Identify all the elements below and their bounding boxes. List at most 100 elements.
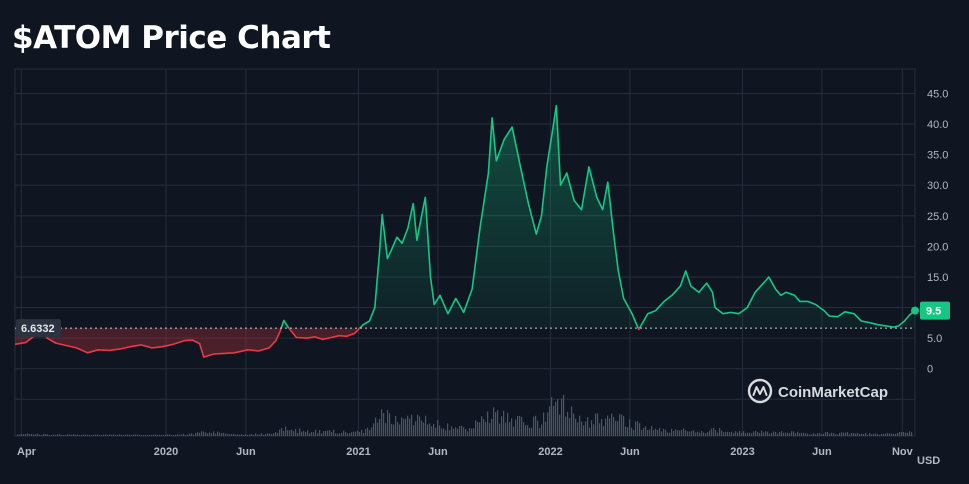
volume-bar <box>603 426 605 436</box>
volume-bar <box>625 426 627 436</box>
volume-bar <box>619 414 621 436</box>
volume-bar <box>569 418 571 436</box>
volume-bar <box>85 434 87 436</box>
volume-bars <box>17 394 913 436</box>
volume-bar <box>487 411 489 436</box>
volume-bar <box>849 434 851 436</box>
volume-bar <box>515 419 517 436</box>
volume-bar <box>887 433 889 436</box>
volume-bar <box>585 421 587 436</box>
volume-bar <box>591 420 593 436</box>
volume-bar <box>133 434 135 436</box>
volume-bar <box>571 406 573 436</box>
volume-bar <box>453 428 455 436</box>
volume-bar <box>217 431 219 436</box>
volume-bar <box>261 433 263 436</box>
volume-bar <box>537 420 539 436</box>
volume-bar <box>559 414 561 436</box>
volume-bar <box>427 424 429 436</box>
volume-bar <box>759 433 761 436</box>
volume-bar <box>377 422 379 436</box>
volume-bar <box>765 431 767 436</box>
volume-bar <box>637 421 639 436</box>
volume-bar <box>817 433 819 436</box>
volume-bar <box>909 431 911 436</box>
volume-bar <box>469 428 471 436</box>
volume-bar <box>551 397 553 436</box>
volume-bar <box>907 432 909 436</box>
volume-bar <box>237 434 239 436</box>
volume-bar <box>459 425 461 436</box>
volume-bar <box>911 432 913 436</box>
volume-bar <box>53 434 55 436</box>
volume-bar <box>857 432 859 436</box>
volume-bar <box>827 432 829 436</box>
volume-bar <box>669 432 671 436</box>
volume-bar <box>169 434 171 436</box>
volume-bar <box>27 433 29 436</box>
volume-bar <box>75 434 77 436</box>
volume-bar <box>675 429 677 436</box>
volume-bar <box>423 422 425 436</box>
chart-title: $ATOM Price Chart <box>12 20 331 56</box>
volume-bar <box>539 428 541 436</box>
volume-bar <box>457 428 459 436</box>
volume-bar <box>867 434 869 436</box>
volume-bar <box>855 433 857 436</box>
volume-bar <box>135 434 137 436</box>
volume-bar <box>501 416 503 436</box>
volume-bar <box>703 432 705 436</box>
volume-bar <box>187 434 189 436</box>
volume-bar <box>69 434 71 436</box>
volume-bar <box>521 416 523 436</box>
volume-bar <box>757 431 759 436</box>
volume-bar <box>657 430 659 436</box>
volume-bar <box>419 416 421 436</box>
volume-bar <box>463 427 465 436</box>
volume-bar <box>597 413 599 436</box>
volume-bar <box>121 434 123 436</box>
y-tick-label: 45.0 <box>927 88 948 100</box>
volume-bar <box>771 432 773 436</box>
volume-bar <box>347 433 349 436</box>
volume-bar <box>215 433 217 436</box>
volume-bar <box>421 420 423 436</box>
volume-bar <box>715 429 717 436</box>
volume-bar <box>821 434 823 436</box>
volume-bar <box>163 434 165 436</box>
price-area <box>15 105 915 358</box>
volume-bar <box>823 433 825 436</box>
volume-bar <box>869 433 871 436</box>
volume-bar <box>77 434 79 436</box>
volume-bar <box>39 434 41 436</box>
volume-bar <box>899 431 901 436</box>
volume-bar <box>617 421 619 436</box>
volume-bar <box>123 435 125 436</box>
volume-bar <box>667 432 669 436</box>
volume-bar <box>433 424 435 436</box>
x-tick-label: Apr <box>17 446 37 458</box>
volume-bar <box>213 431 215 436</box>
volume-bar <box>691 431 693 436</box>
volume-bar <box>61 435 63 436</box>
volume-bar <box>105 434 107 436</box>
volume-bar <box>385 423 387 436</box>
volume-bar <box>57 434 59 436</box>
volume-bar <box>265 433 267 436</box>
volume-bar <box>89 435 91 436</box>
volume-bar <box>533 416 535 436</box>
volume-bar <box>443 428 445 436</box>
volume-bar <box>59 434 61 436</box>
volume-bar <box>729 432 731 436</box>
volume-bar <box>749 432 751 436</box>
volume-bar <box>107 434 109 436</box>
volume-bar <box>853 433 855 436</box>
volume-bar <box>429 423 431 436</box>
volume-bar <box>627 427 629 436</box>
volume-bar <box>179 434 181 436</box>
volume-bar <box>645 426 647 436</box>
volume-bar <box>223 432 225 436</box>
volume-bar <box>479 422 481 436</box>
volume-bar <box>71 434 73 436</box>
volume-bar <box>753 431 755 436</box>
